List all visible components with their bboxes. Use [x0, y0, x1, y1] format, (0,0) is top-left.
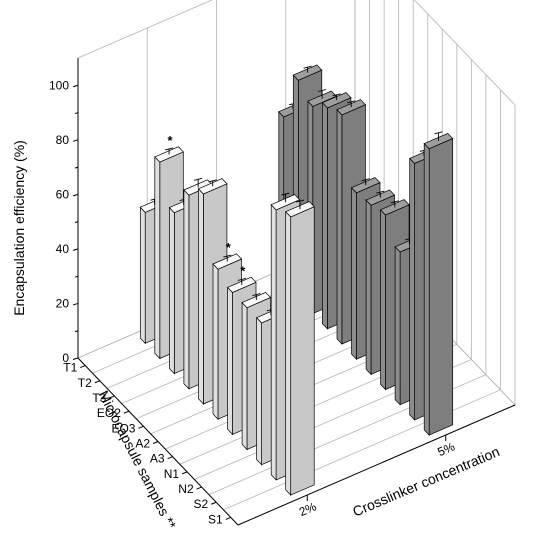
bars-layer: * * * [139, 64, 454, 496]
z-tick [72, 357, 79, 360]
significance-annotation: * [168, 133, 174, 148]
z-axis-title: Encapsulation efficiency (%) [11, 140, 27, 316]
sample-tick [210, 501, 217, 505]
z-tick [72, 193, 79, 197]
error-bar-cap [390, 200, 399, 204]
bar-side [336, 108, 343, 345]
y-axis-title: Microcapsule samples ** [96, 388, 180, 532]
bar-side [256, 316, 262, 466]
sample-tick [181, 471, 188, 475]
error-bar-cap [223, 254, 232, 258]
error-bar-cap [194, 177, 203, 181]
z-minor-tick [74, 112, 79, 115]
bar-top [365, 189, 396, 206]
error-bar-cap [303, 65, 312, 69]
bar-side [423, 142, 430, 436]
bar-side [285, 210, 292, 496]
z-tick [72, 302, 79, 306]
sample-tick [80, 365, 86, 369]
bar-side [154, 156, 161, 360]
bar-top [423, 132, 454, 150]
sample-tick [196, 486, 202, 490]
concentration-tick-label: 2% [297, 499, 319, 519]
z-minor-tick [74, 166, 79, 169]
error-bar-cap [347, 100, 356, 104]
bar-side [394, 245, 401, 406]
z-tick-label: 0 [62, 351, 69, 365]
bar-side [351, 186, 357, 361]
sample-tick [109, 395, 115, 399]
z-minor-tick [74, 330, 79, 333]
error-bar-cap [281, 192, 290, 196]
sample-tick [138, 425, 144, 429]
bar-side [322, 101, 328, 330]
z-tick-label: 100 [49, 78, 69, 92]
z-tick [72, 139, 79, 142]
sample-tick-label: A3 [150, 452, 165, 466]
z-tick-label: 60 [56, 187, 70, 201]
error-bar-cap [318, 89, 327, 92]
sample-tick-label: EO2 [97, 406, 121, 420]
z-tick [72, 84, 79, 88]
sample-tick-label: N1 [164, 467, 180, 481]
bar-side [270, 203, 277, 481]
bar-top [241, 291, 272, 309]
bar-side [212, 263, 219, 421]
sample-tick [167, 456, 173, 460]
significance-annotation: * [240, 263, 246, 278]
error-bar-cap [332, 93, 341, 97]
sample-tick-label: S2 [193, 497, 208, 511]
bar-side [409, 157, 415, 421]
sample-tick [225, 516, 231, 520]
sample-tick [123, 410, 130, 414]
z-tick-label: 40 [56, 242, 70, 256]
concentration-tick-label: 5% [435, 439, 457, 459]
bar-side [139, 206, 146, 345]
error-bar-cap [295, 199, 305, 203]
bar-side [183, 189, 190, 390]
bar-side [365, 199, 372, 376]
z-tick-label: 80 [56, 133, 70, 147]
z-tick [72, 248, 79, 251]
bar-top [350, 177, 381, 194]
bar-front [290, 206, 315, 496]
z-minor-tick [74, 275, 79, 278]
error-bar-cap [361, 178, 370, 182]
z-minor-tick [74, 221, 79, 224]
error-bar-cap [237, 277, 246, 281]
bar-side [227, 286, 233, 436]
sample-tick [152, 441, 159, 444]
sample-tick-label: N2 [178, 482, 194, 496]
bar-top [292, 64, 323, 81]
bar-side [241, 301, 248, 451]
error-bar-cap [376, 190, 385, 194]
bar-side [198, 187, 204, 405]
z-tick-label: 20 [56, 296, 70, 310]
bar-front [428, 137, 454, 436]
significance-annotation: * [226, 240, 232, 255]
sample-tick-label: T2 [78, 376, 92, 390]
error-bar-cap [164, 147, 174, 151]
concentration-axis-line [237, 404, 516, 526]
sample-tick-label: S1 [208, 512, 223, 526]
bar-side [380, 208, 386, 391]
error-bar-cap [252, 293, 261, 297]
sample-tick [94, 380, 101, 384]
error-bar-cap [208, 179, 217, 183]
floor-gridline [223, 389, 501, 511]
error-bar-cap [434, 131, 443, 135]
sample-tick-label: T3 [92, 391, 106, 405]
x-axis-title: Crosslinker concentration [350, 443, 502, 519]
bar-side [169, 206, 175, 375]
sample-tick-label: T1 [63, 361, 77, 375]
sample-tick-label: EO3 [111, 421, 135, 435]
sample-tick-label: A2 [135, 437, 150, 451]
